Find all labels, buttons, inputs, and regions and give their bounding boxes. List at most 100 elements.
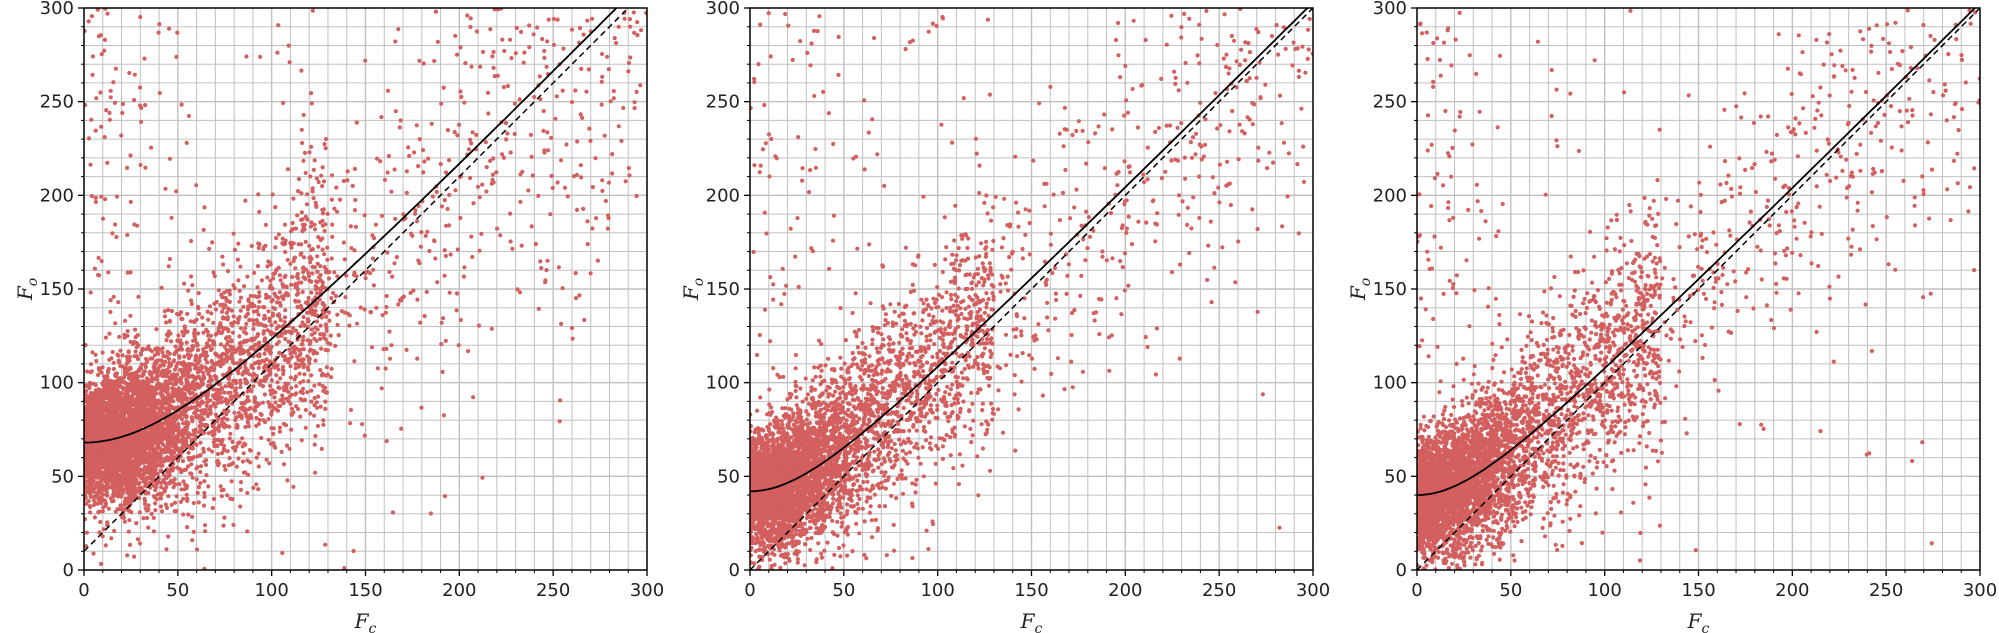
- scatter-point: [519, 243, 524, 248]
- scatter-point: [101, 389, 106, 394]
- scatter-point: [619, 138, 624, 144]
- scatter-point: [308, 347, 314, 352]
- scatter-point: [368, 271, 373, 276]
- scatter-point: [145, 402, 150, 407]
- scatter-point: [606, 213, 611, 218]
- scatter-point: [88, 290, 93, 295]
- scatter-point: [108, 95, 113, 100]
- scatter-point: [282, 319, 287, 325]
- scatter-point: [285, 381, 290, 386]
- scatter-point: [104, 387, 110, 393]
- scatter-point: [277, 290, 282, 295]
- scatter-point: [260, 400, 265, 405]
- scatter-point: [181, 512, 186, 517]
- scatter-point: [469, 64, 474, 69]
- scatter-point: [221, 262, 226, 267]
- scatter-point: [438, 162, 443, 167]
- scatter-point: [202, 494, 207, 499]
- scatter-point: [225, 493, 230, 498]
- scatter-point: [117, 334, 122, 339]
- scatter-point: [222, 421, 227, 426]
- scatter-point: [387, 356, 393, 361]
- scatter-point: [474, 132, 479, 137]
- scatter-point: [276, 23, 281, 28]
- scatter-point: [292, 255, 298, 260]
- scatter-point: [252, 270, 257, 275]
- scatter-point: [555, 180, 560, 185]
- scatter-point: [522, 50, 527, 55]
- scatter-point: [483, 140, 488, 145]
- scatter-point: [384, 439, 389, 444]
- scatter-point: [138, 351, 144, 356]
- scatter-point: [211, 270, 216, 275]
- scatter-point: [318, 264, 323, 269]
- scatter-point: [181, 479, 186, 484]
- scatter-point: [232, 388, 238, 393]
- scatter-point: [92, 266, 97, 271]
- scatter-point: [155, 386, 160, 391]
- scatter-point: [280, 236, 285, 241]
- scatter-point: [169, 215, 174, 220]
- scatter-point: [306, 379, 311, 384]
- scatter-point: [271, 305, 276, 310]
- scatter-point: [114, 194, 120, 199]
- scatter-point: [309, 91, 314, 96]
- scatter-point: [477, 195, 482, 200]
- scatter-point: [123, 499, 128, 504]
- scatter-point: [548, 212, 553, 217]
- scatter-point: [293, 328, 299, 333]
- scatter-point: [164, 505, 170, 510]
- scatter-point: [93, 128, 98, 133]
- scatter-point: [100, 534, 105, 539]
- scatter-point: [159, 463, 164, 468]
- scatter-point: [310, 189, 315, 194]
- scatter-point: [128, 199, 133, 204]
- scatter-point: [245, 338, 250, 343]
- scatter-point: [269, 378, 274, 383]
- scatter-point: [404, 190, 409, 195]
- scatter-point: [113, 222, 118, 227]
- scatter-point: [237, 334, 242, 339]
- scatter-point: [229, 352, 234, 358]
- scatter-point: [99, 52, 104, 57]
- scatter-point: [143, 483, 148, 488]
- scatter-point: [195, 464, 200, 470]
- scatter-point: [156, 479, 161, 484]
- scatter-point: [113, 321, 118, 326]
- scatter-point: [595, 258, 601, 263]
- scatter-point: [542, 48, 547, 54]
- scatter-point: [245, 490, 250, 496]
- scatter-point: [304, 267, 309, 272]
- scatter-point: [122, 519, 127, 524]
- scatter-point: [308, 260, 313, 265]
- scatter-point: [166, 534, 171, 539]
- scatter-point: [276, 232, 281, 237]
- scatter-point: [569, 27, 575, 32]
- scatter-point: [223, 384, 228, 389]
- scatter-point: [318, 404, 323, 409]
- scatter-point: [309, 399, 314, 404]
- scatter-point: [203, 529, 208, 534]
- scatter-point: [454, 308, 459, 313]
- scatter-point: [141, 479, 146, 484]
- scatter-point: [456, 343, 461, 348]
- scatter-point: [142, 496, 147, 501]
- scatter-point: [363, 276, 368, 281]
- scatter-point: [250, 373, 255, 378]
- scatter-point: [288, 364, 293, 369]
- scatter-point: [203, 357, 208, 362]
- scatter-point: [379, 386, 384, 391]
- scatter-point: [175, 361, 180, 366]
- scatter-point: [287, 347, 292, 352]
- scatter-point: [549, 173, 554, 179]
- scatter-point: [231, 231, 236, 236]
- scatter-point: [224, 310, 229, 315]
- scatter-point: [301, 347, 306, 352]
- scatter-point: [178, 499, 183, 504]
- scatter-point: [272, 395, 277, 400]
- scatter-point: [288, 261, 293, 266]
- scatter-point: [94, 96, 99, 101]
- scatter-point: [453, 33, 458, 38]
- scatter-point: [319, 173, 324, 178]
